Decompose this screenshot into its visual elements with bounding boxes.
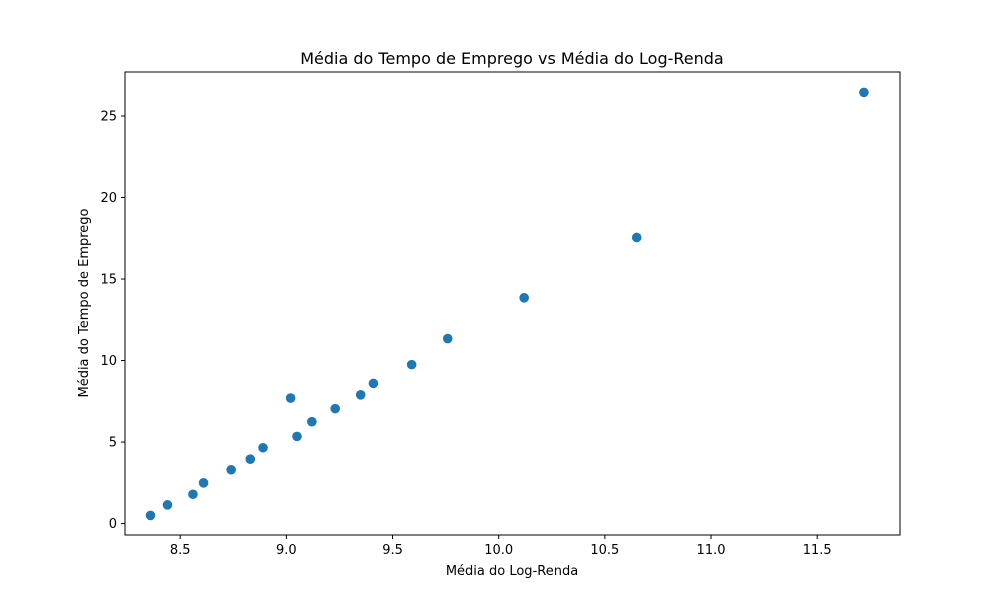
data-point xyxy=(307,416,317,427)
data-point xyxy=(859,87,869,98)
y-axis-ticks: 0 5 10 15 20 25 xyxy=(100,110,125,532)
x-tick-label: 8.5 xyxy=(170,543,191,558)
data-point xyxy=(368,378,379,389)
x-tick-label: 11.5 xyxy=(803,543,832,558)
data-point xyxy=(258,442,268,453)
data-point xyxy=(198,478,209,488)
data-point xyxy=(162,500,173,510)
x-axis-label: Média do Log-Renda xyxy=(446,564,578,579)
x-tick-label: 10.0 xyxy=(484,543,513,558)
data-point xyxy=(245,454,256,464)
y-tick-label: 15 xyxy=(100,273,117,288)
data-point xyxy=(285,393,296,403)
data-points xyxy=(145,87,869,521)
data-point xyxy=(188,489,198,500)
y-tick-label: 0 xyxy=(109,517,117,532)
data-point xyxy=(292,431,302,442)
data-point xyxy=(226,464,236,475)
data-point xyxy=(519,292,529,303)
data-point xyxy=(330,403,341,414)
x-tick-label: 9.0 xyxy=(276,543,297,558)
y-tick-label: 10 xyxy=(100,354,117,369)
x-tick-label: 10.5 xyxy=(590,543,619,558)
y-tick-label: 5 xyxy=(109,436,117,451)
x-axis-ticks: 8.5 9.0 9.5 10.0 10.5 11.0 11.5 xyxy=(170,535,832,558)
data-point xyxy=(442,333,453,344)
data-point xyxy=(145,510,156,521)
data-point xyxy=(355,389,366,400)
y-tick-label: 25 xyxy=(100,110,117,125)
data-point xyxy=(631,232,642,243)
chart-title: Média do Tempo de Emprego vs Média do Lo… xyxy=(300,49,723,68)
plot-area-frame xyxy=(124,71,901,536)
y-axis-label: Média do Tempo de Emprego xyxy=(77,208,92,397)
x-tick-label: 11.0 xyxy=(697,543,726,558)
data-point xyxy=(406,359,417,370)
y-tick-label: 20 xyxy=(100,191,117,206)
x-tick-label: 9.5 xyxy=(382,543,403,558)
